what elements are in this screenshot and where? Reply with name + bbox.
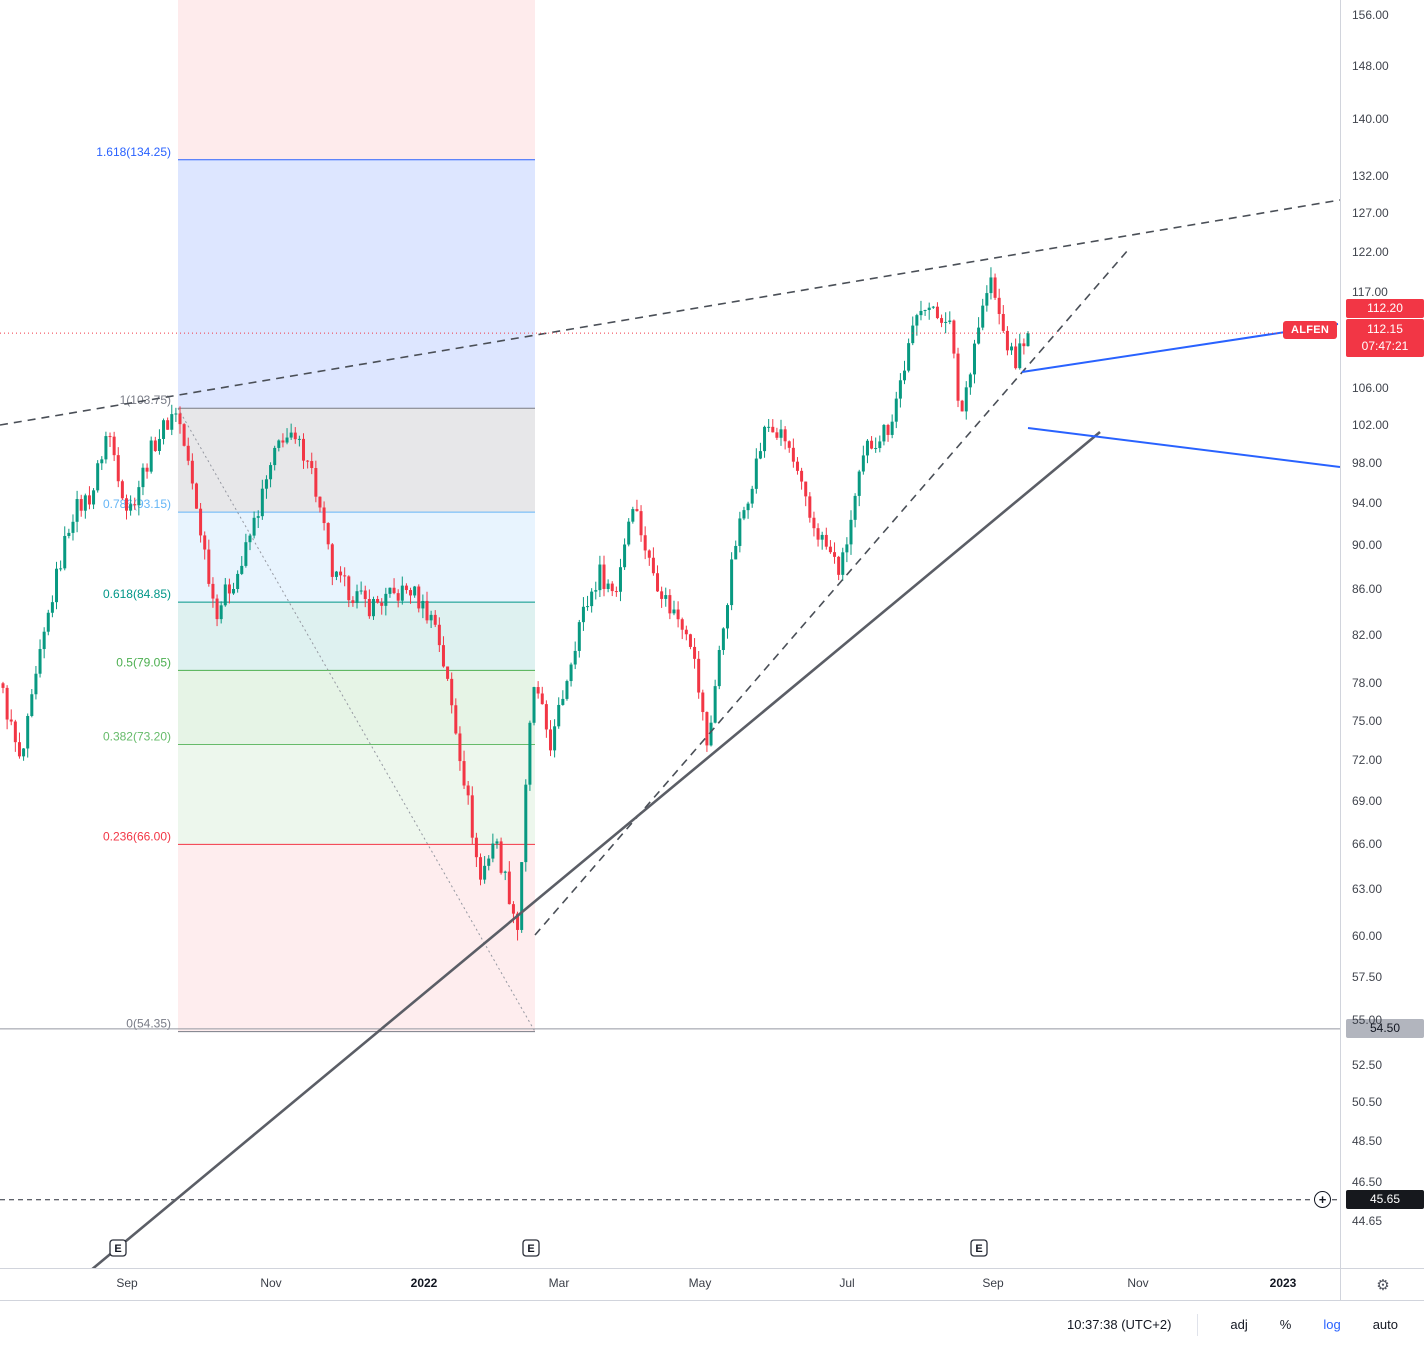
svg-text:E: E [975,1243,982,1255]
alert-price-value: 45.65 [1369,1191,1401,1206]
price-tick: 102.00 [1352,417,1389,432]
earnings-marker[interactable]: E [109,1239,127,1257]
price-axis[interactable]: 112.20 112.15 07:47:21 54.50 45.65 156.0… [1340,0,1424,1268]
price-tick: 57.50 [1352,970,1383,985]
fib-level-label: 0.382(73.20) [103,730,171,744]
log-toggle[interactable]: log [1313,1313,1350,1336]
time-tick: Nov [1127,1276,1149,1290]
time-tick: Sep [982,1276,1004,1290]
fib-retracement[interactable]: 1.618(134.25)1(103.75)0.786(93.15)0.618(… [96,0,536,1033]
alert-plus-icon[interactable]: + [1314,1190,1331,1208]
price-tick: 140.00 [1352,112,1389,127]
symbol-tag[interactable]: ALFEN [1283,321,1338,340]
clock[interactable]: 10:37:38 (UTC+2) [1066,1317,1172,1332]
price-badge-alert: 45.65 [1346,1189,1424,1209]
price-tick: 48.50 [1352,1134,1383,1149]
price-badge-secondary: 112.20 [1346,299,1424,319]
price-tick: 156.00 [1352,8,1389,22]
candle-series[interactable] [1,267,1030,941]
price-tick: 98.00 [1352,456,1383,471]
price-tick: 86.00 [1352,582,1383,597]
fib-level-label: 1.618(134.25) [96,145,171,159]
secondary-price-value: 112.20 [1367,300,1403,315]
price-tick: 55.00 [1352,1013,1383,1028]
time-tick: Jul [839,1276,855,1290]
fib-level-label: 0.236(66.00) [103,829,171,843]
price-badge-level: 54.50 [1346,1018,1424,1038]
time-tick: Nov [260,1276,282,1290]
percent-toggle[interactable]: % [1270,1313,1302,1336]
price-tick: 90.00 [1352,538,1383,553]
time-axis[interactable]: Sep Nov 2022 Mar May Jul Sep Nov 2023 [0,1268,1340,1301]
axis-settings-corner: ⚙ [1340,1268,1424,1301]
time-tick: 2022 [410,1276,438,1290]
price-tick: 132.00 [1352,169,1389,184]
price-tick: 82.00 [1352,628,1383,643]
bar-countdown: 07:47:21 [1361,339,1409,354]
price-tick: 106.00 [1352,380,1389,395]
price-tick: 66.00 [1352,837,1383,852]
price-tick: 50.50 [1352,1095,1383,1110]
price-tick: 46.50 [1352,1174,1383,1189]
time-tick: 2023 [1269,1276,1297,1290]
svg-text:E: E [527,1243,534,1255]
price-tick: 94.00 [1352,496,1383,511]
price-tick: 117.00 [1352,285,1388,300]
price-tick: 60.00 [1352,929,1383,944]
auto-toggle[interactable]: auto [1363,1313,1408,1336]
trendline-wedge-support-dashed[interactable] [534,249,1129,936]
svg-text:E: E [114,1243,121,1255]
fib-level-label: 0.5(79.05) [116,655,171,669]
price-tick: 52.50 [1352,1057,1383,1072]
candlestick-chart[interactable]: 1.618(134.25)1(103.75)0.786(93.15)0.618(… [0,0,1340,1268]
price-badge-current: 112.15 07:47:21 [1346,319,1424,358]
trendline-upper-resistance-dashed[interactable] [0,199,1340,426]
time-tick: May [688,1276,712,1290]
fib-level-label: 0.786(93.15) [103,497,171,511]
toolbar-divider [1197,1313,1199,1336]
trendline-major-support-solid[interactable] [55,430,1101,1268]
trendline-blue-lower[interactable] [1027,427,1340,468]
price-tick: 72.00 [1352,753,1383,768]
fib-level-label: 0(54.35) [126,1017,171,1031]
current-price-value: 112.15 [1367,321,1403,336]
adj-toggle[interactable]: adj [1220,1313,1257,1336]
time-tick: Sep [116,1276,138,1290]
plus-icon: + [1318,1191,1327,1207]
price-tick: 148.00 [1352,58,1389,73]
price-tick: 122.00 [1352,245,1389,260]
bottom-toolbar: 10:37:38 (UTC+2) adj % log auto [0,1300,1424,1348]
price-tick: 78.00 [1352,676,1383,691]
price-tick: 63.00 [1352,882,1383,897]
price-tick: 44.65 [1352,1214,1383,1229]
time-tick: Mar [548,1276,570,1290]
price-tick: 75.00 [1352,714,1383,729]
chart-pane[interactable]: 1.618(134.25)1(103.75)0.786(93.15)0.618(… [0,0,1340,1268]
price-tick: 127.00 [1352,206,1389,221]
fib-level-label: 0.618(84.85) [103,587,171,601]
earnings-marker[interactable]: E [970,1239,988,1257]
gear-icon[interactable]: ⚙ [1376,1277,1390,1294]
price-tick: 69.00 [1352,794,1383,809]
level-price-value: 54.50 [1369,1020,1401,1035]
earnings-marker[interactable]: E [522,1239,540,1257]
